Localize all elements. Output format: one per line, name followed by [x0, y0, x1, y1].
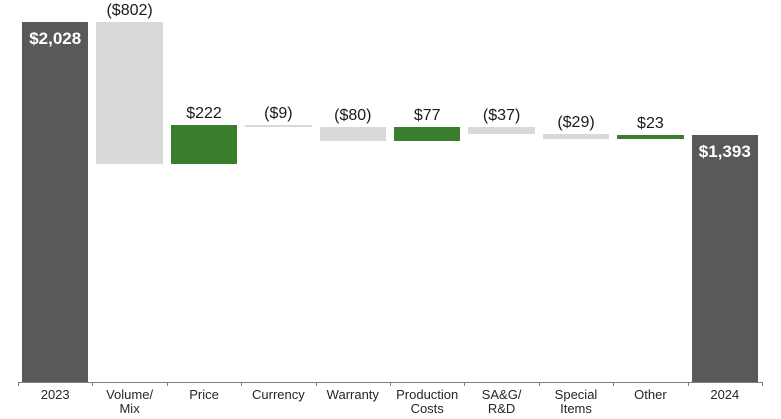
- x-axis-tick: [390, 382, 391, 386]
- value-label-production-costs: $77: [413, 107, 441, 125]
- bar-sa-g-r-d: [468, 127, 535, 134]
- value-label-currency: ($9): [264, 104, 293, 122]
- x-axis-tick: [762, 382, 763, 386]
- axis-label-special-items: Special Items: [554, 387, 598, 416]
- bar-production-costs: [394, 127, 461, 141]
- x-axis-tick: [687, 382, 689, 386]
- value-label-2024: $1,393: [698, 141, 751, 161]
- x-axis-tick: [241, 382, 243, 386]
- axis-label-2023: 2023: [40, 387, 70, 402]
- value-label-sa-g-r-d: ($37): [482, 107, 521, 125]
- axis-label-price: Price: [189, 387, 219, 402]
- bar-2024: [691, 134, 758, 382]
- x-axis-tick: [538, 382, 540, 386]
- bar-warranty: [319, 126, 386, 141]
- x-axis-tick: [613, 382, 615, 386]
- bar-volume-mix: [96, 22, 163, 165]
- value-label-2023: $2,028: [29, 29, 82, 48]
- axis-label-warranty: Warranty: [326, 387, 379, 402]
- axis-label-sa-g-r-d: SA&G/ R&D: [481, 387, 522, 416]
- axis-label-production-costs: Production Costs: [396, 387, 459, 416]
- bar-2023: [22, 22, 89, 382]
- value-label-special-items: ($29): [557, 113, 595, 131]
- x-axis-tick: [464, 382, 466, 386]
- axis-label-volume-mix: Volume/ Mix: [106, 387, 154, 416]
- value-label-other: $23: [637, 114, 664, 132]
- value-label-volume-mix: ($802): [106, 2, 153, 19]
- axis-label-other: Other: [634, 387, 667, 402]
- x-axis-tick: [18, 382, 19, 386]
- x-axis-tick: [92, 382, 94, 386]
- axis-label-currency: Currency: [252, 387, 305, 402]
- bar-currency: [245, 124, 312, 127]
- value-label-price: $222: [186, 104, 222, 122]
- bar-price: [170, 124, 238, 165]
- x-axis-tick: [166, 382, 168, 386]
- x-axis-tick: [315, 382, 317, 386]
- bar-other: [617, 134, 684, 139]
- value-label-warranty: ($80): [334, 106, 372, 124]
- bar-special-items: [542, 133, 610, 139]
- axis-label-2024: 2024: [710, 387, 740, 402]
